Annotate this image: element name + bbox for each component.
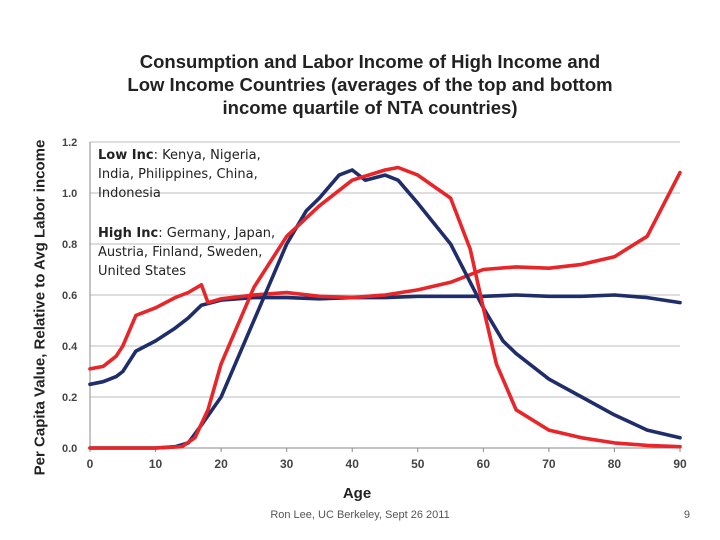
- low-income-countries-2: India, Philippines, China,: [98, 167, 258, 182]
- high-income-annotation: High Inc: Germany, Japan, Austria, Finla…: [98, 224, 275, 281]
- page-number: 9: [683, 509, 690, 521]
- x-tick-label: 10: [149, 457, 163, 471]
- series-line-high-inc-consumption: [88, 170, 682, 371]
- x-tick-label: 50: [411, 457, 425, 471]
- x-tick-label: 0: [87, 457, 94, 471]
- y-tick-label: 0.0: [62, 443, 77, 455]
- y-tick-label: 0.2: [62, 392, 77, 404]
- low-income-countries-1: : Kenya, Nigeria,: [153, 148, 261, 163]
- title-line-1: Consumption and Labor Income of High Inc…: [139, 51, 601, 72]
- x-tick-label: 30: [280, 457, 294, 471]
- y-tick-label: 1.0: [62, 188, 77, 200]
- x-tick-label: 60: [477, 457, 491, 471]
- series-line-low-inc-consumption: [88, 293, 682, 387]
- y-tick-label: 0.8: [62, 239, 77, 251]
- x-tick-label: 90: [673, 457, 687, 471]
- series-line-high-inc-labor-income: [88, 165, 682, 450]
- low-income-annotation: Low Inc: Kenya, Nigeria, India, Philippi…: [98, 146, 261, 203]
- x-tick-label: 40: [346, 457, 360, 471]
- chart-title: Consumption and Labor Income of High Inc…: [60, 50, 680, 119]
- title-line-2: Low Income Countries (averages of the to…: [127, 74, 613, 95]
- high-income-countries-1: : Germany, Japan,: [158, 226, 276, 241]
- low-income-label: Low Inc: [98, 148, 154, 163]
- x-tick-label: 80: [608, 457, 622, 471]
- high-income-countries-2: Austria, Finland, Sweden,: [98, 245, 263, 260]
- y-tick-label: 1.2: [62, 137, 77, 149]
- series-line-low-inc-labor-income: [88, 168, 682, 450]
- x-axis-label: Age: [343, 485, 371, 502]
- x-tick-label: 20: [214, 457, 228, 471]
- title-line-3: income quartile of NTA countries): [222, 97, 518, 118]
- y-tick-label: 0.6: [62, 290, 77, 302]
- x-tick-label: 70: [542, 457, 556, 471]
- high-income-label: High Inc: [98, 226, 159, 241]
- low-income-countries-3: Indonesia: [98, 186, 161, 201]
- footer-credit: Ron Lee, UC Berkeley, Sept 26 2011: [270, 509, 450, 521]
- y-tick-label: 0.4: [62, 341, 78, 353]
- high-income-countries-3: United States: [98, 264, 187, 279]
